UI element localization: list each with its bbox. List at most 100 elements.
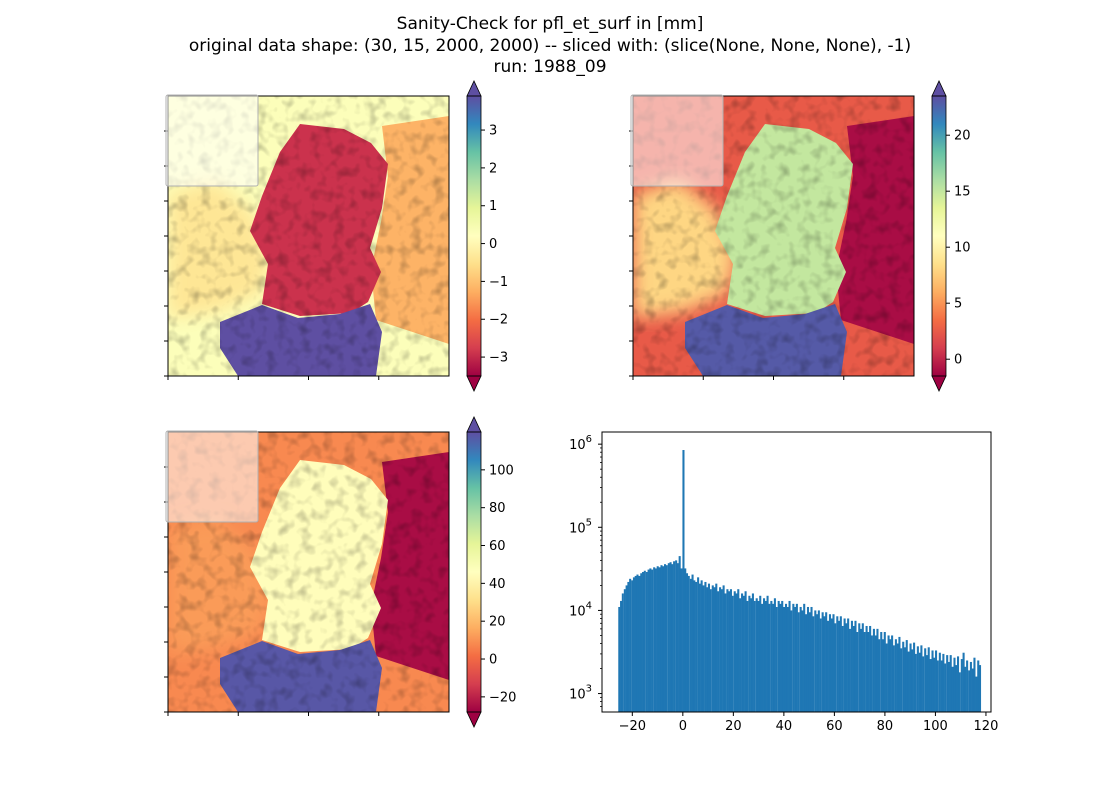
histogram-bar <box>935 650 938 712</box>
stats-box <box>630 94 724 187</box>
histogram-bar <box>742 595 745 712</box>
histogram-bar <box>654 568 657 712</box>
colorbar-extend-min <box>931 375 947 392</box>
colorbar-tick-label: 100 <box>489 463 514 478</box>
histogram-bar <box>814 610 817 712</box>
histogram-bar <box>675 560 678 712</box>
colorbar-tick-label: 10 <box>954 241 971 256</box>
histogram-bar <box>673 561 676 712</box>
colorbar-tick-label: −1 <box>489 275 508 290</box>
x-tick-label: 120 <box>974 719 999 734</box>
histogram-bar <box>891 635 894 712</box>
histogram-bar <box>636 574 639 712</box>
histogram-bar <box>821 612 824 712</box>
histogram-bar <box>687 575 690 712</box>
histogram-bar <box>739 598 742 712</box>
histogram-bar <box>801 610 804 712</box>
histogram-bar <box>634 575 637 712</box>
colorbar: 0 5 10 15 20 <box>931 80 971 392</box>
histogram-bar <box>850 620 853 712</box>
histogram-bar <box>772 603 775 712</box>
colorbar-tick-label: 20 <box>489 615 506 630</box>
histogram-bar <box>676 563 679 712</box>
histogram-bar <box>848 628 851 712</box>
histogram-bar <box>645 571 648 712</box>
histogram-bar <box>640 573 643 712</box>
histogram-bar <box>713 587 716 712</box>
histogram-bar <box>803 603 806 712</box>
histogram-bar <box>913 642 916 712</box>
histogram-bar <box>693 580 696 712</box>
histogram-bar <box>643 570 646 712</box>
histogram-bar <box>795 603 798 712</box>
colorbar: −20 0 20 40 60 80 100 <box>466 416 516 728</box>
histogram-bar <box>724 593 727 712</box>
histogram-bar <box>951 666 954 712</box>
histogram-bar <box>960 659 963 712</box>
histogram-bar <box>905 640 908 712</box>
histogram-bar <box>689 578 692 712</box>
colorbar-tick-label: 15 <box>954 185 971 200</box>
histogram-bar <box>642 571 645 712</box>
histogram-bar <box>847 618 850 712</box>
histogram-bar <box>892 645 895 712</box>
histogram-bar <box>768 603 771 712</box>
histogram-bar <box>977 660 980 712</box>
histogram-bar <box>760 603 764 712</box>
histogram-bar <box>621 593 624 712</box>
histogram-bar <box>627 581 630 712</box>
histogram-bar <box>942 653 945 712</box>
histogram-bar <box>726 589 729 712</box>
histogram-bar <box>744 591 747 712</box>
suptitle-line-3: run: 1988_09 <box>493 57 606 77</box>
colorbar-tick-label: 5 <box>954 297 962 312</box>
histogram-bar <box>620 600 623 712</box>
histogram-bar <box>770 600 773 712</box>
histogram-bar <box>704 581 707 712</box>
histogram-bar <box>759 595 762 712</box>
histogram-bar <box>667 563 670 712</box>
histogram-bar <box>881 639 885 712</box>
histogram-bar <box>872 628 875 712</box>
axes-frame <box>601 431 992 713</box>
histogram-bar <box>975 676 978 712</box>
colorbar-gradient <box>467 96 481 376</box>
histogram-bar <box>706 587 709 712</box>
y-tick-label: 106 <box>569 434 592 453</box>
histogram-bar <box>924 648 927 712</box>
histogram-bar <box>733 591 736 712</box>
histogram-bar <box>632 577 635 712</box>
colorbar-tick-label: 2 <box>489 161 497 176</box>
histogram-bar <box>728 591 731 712</box>
histogram-bar <box>852 625 855 712</box>
histogram-bar <box>858 623 861 712</box>
suptitle-line-2: original data shape: (30, 15, 2000, 2000… <box>189 36 911 56</box>
histogram-bar <box>779 603 782 712</box>
histogram-bar <box>647 569 650 712</box>
histogram-bar <box>671 564 674 712</box>
colorbar-tick-label: 0 <box>954 353 962 368</box>
histogram-bar <box>861 623 864 712</box>
histogram-bar <box>900 648 903 712</box>
histogram-bar <box>707 583 711 712</box>
histogram-bar <box>920 645 923 712</box>
histogram-bar <box>903 647 907 712</box>
histogram-bar <box>953 657 956 712</box>
histogram-bar <box>968 670 971 712</box>
histogram-bar <box>940 660 943 712</box>
histogram-bar <box>722 585 725 712</box>
colorbar-tick-label: 40 <box>489 577 506 592</box>
histogram-bar <box>854 620 857 712</box>
histogram-bar <box>711 585 714 712</box>
histogram-bar <box>784 603 788 712</box>
colorbar-tick-label: 3 <box>489 124 497 139</box>
histogram-bar <box>625 585 628 712</box>
histogram-bar <box>799 606 802 712</box>
histogram-bar <box>845 623 848 712</box>
histogram-bar <box>685 573 689 712</box>
histogram-bar <box>763 598 766 712</box>
histogram-bar <box>753 600 756 712</box>
histogram-bar <box>788 600 791 712</box>
x-tick-label: 40 <box>776 719 793 734</box>
histogram-bar <box>717 591 720 712</box>
